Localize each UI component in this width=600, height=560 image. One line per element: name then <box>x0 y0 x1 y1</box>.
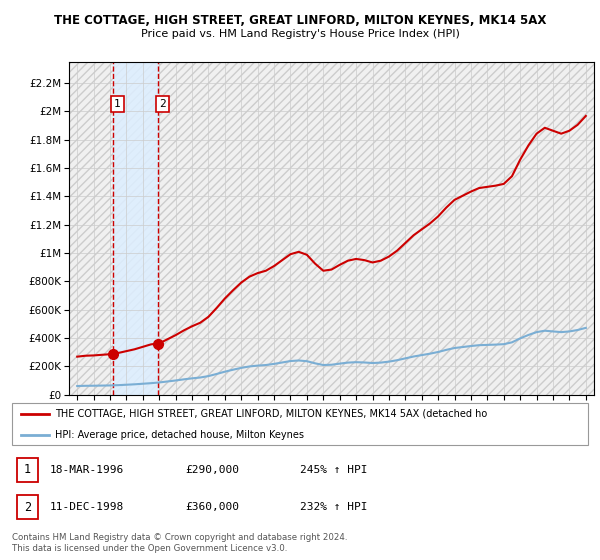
Bar <box>17 495 38 520</box>
Text: 2: 2 <box>159 99 166 109</box>
Text: THE COTTAGE, HIGH STREET, GREAT LINFORD, MILTON KEYNES, MK14 5AX (detached ho: THE COTTAGE, HIGH STREET, GREAT LINFORD,… <box>55 409 487 419</box>
Bar <box>17 458 38 482</box>
Text: THE COTTAGE, HIGH STREET, GREAT LINFORD, MILTON KEYNES, MK14 5AX: THE COTTAGE, HIGH STREET, GREAT LINFORD,… <box>54 14 546 27</box>
Text: 245% ↑ HPI: 245% ↑ HPI <box>300 465 367 475</box>
Text: 18-MAR-1996: 18-MAR-1996 <box>49 465 124 475</box>
Text: Price paid vs. HM Land Registry's House Price Index (HPI): Price paid vs. HM Land Registry's House … <box>140 29 460 39</box>
Text: 1: 1 <box>114 99 121 109</box>
Text: £290,000: £290,000 <box>185 465 239 475</box>
Text: Contains HM Land Registry data © Crown copyright and database right 2024.
This d: Contains HM Land Registry data © Crown c… <box>12 533 347 553</box>
Text: £360,000: £360,000 <box>185 502 239 512</box>
Text: 2: 2 <box>24 501 31 514</box>
Text: 11-DEC-1998: 11-DEC-1998 <box>49 502 124 512</box>
Text: 1: 1 <box>24 464 31 477</box>
Text: HPI: Average price, detached house, Milton Keynes: HPI: Average price, detached house, Milt… <box>55 430 304 440</box>
Bar <box>113 62 158 395</box>
Text: 232% ↑ HPI: 232% ↑ HPI <box>300 502 367 512</box>
